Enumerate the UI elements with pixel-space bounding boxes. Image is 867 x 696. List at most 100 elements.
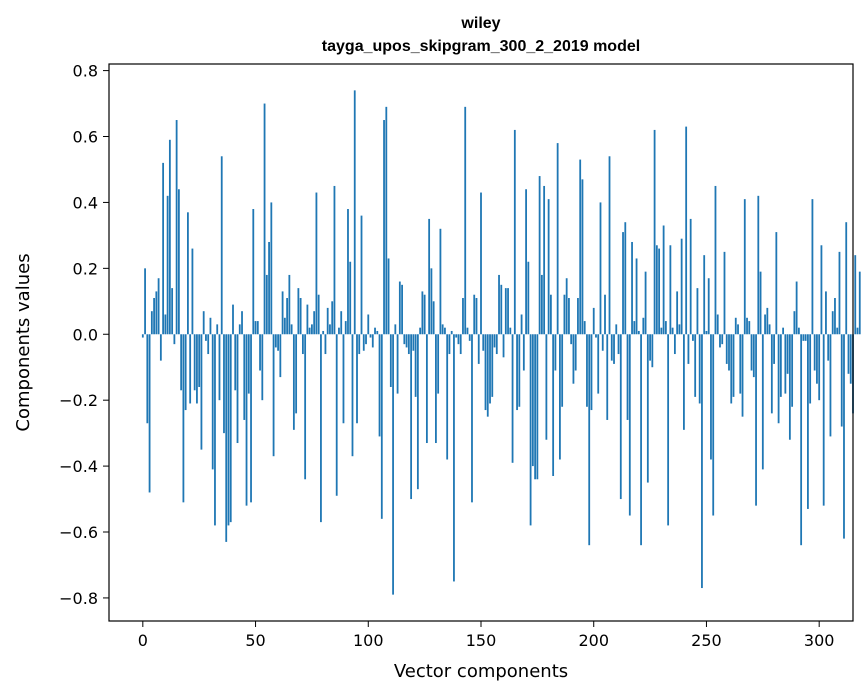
bar xyxy=(365,334,367,345)
y-tick-label: 0.2 xyxy=(73,259,98,278)
bar xyxy=(356,334,358,424)
bar xyxy=(489,334,491,404)
bar xyxy=(827,334,830,361)
bar xyxy=(518,334,521,407)
bar xyxy=(836,327,839,335)
bar xyxy=(247,334,250,394)
bar xyxy=(599,202,602,335)
bar xyxy=(376,330,379,335)
bar xyxy=(295,334,298,414)
bar xyxy=(687,334,690,364)
bar xyxy=(498,274,500,335)
bar xyxy=(477,334,480,364)
bar xyxy=(610,334,613,361)
bar xyxy=(468,334,471,341)
bar xyxy=(689,218,692,335)
bar xyxy=(761,334,764,470)
bar xyxy=(173,334,176,345)
y-tick-label: 0.0 xyxy=(73,325,98,344)
bar xyxy=(595,334,597,338)
bar xyxy=(435,334,437,444)
bar xyxy=(655,245,658,335)
bar xyxy=(313,311,316,335)
bar xyxy=(757,195,760,335)
bar xyxy=(746,317,748,335)
bar xyxy=(685,126,688,335)
bar xyxy=(563,294,566,335)
bar xyxy=(507,288,509,335)
bar xyxy=(495,334,498,355)
bar xyxy=(148,334,151,493)
bar xyxy=(380,334,383,519)
bar xyxy=(338,327,340,335)
bar xyxy=(635,258,638,335)
bar xyxy=(283,317,286,335)
y-tick-label: 0.4 xyxy=(73,193,98,212)
bar xyxy=(856,327,859,335)
bar xyxy=(351,334,354,457)
bar xyxy=(245,334,248,506)
y-tick-label: 0.8 xyxy=(73,62,98,81)
bar xyxy=(389,334,392,387)
bar xyxy=(730,334,733,404)
x-tick-label: 50 xyxy=(245,631,265,650)
bar xyxy=(732,334,735,397)
bar xyxy=(703,255,706,335)
bar xyxy=(849,334,852,384)
bar xyxy=(777,334,780,424)
y-tick-label: −0.4 xyxy=(59,457,98,476)
bar xyxy=(543,185,546,335)
bar xyxy=(250,334,252,503)
bar xyxy=(559,334,561,460)
bar xyxy=(538,176,541,335)
bar xyxy=(759,271,762,335)
x-tick-label: 250 xyxy=(691,631,722,650)
bar xyxy=(238,324,241,335)
bar xyxy=(608,156,611,335)
y-axis: −0.8 −0.6 −0.4 −0.2 0.0 0.2 0.4 0.6 0.8 xyxy=(59,62,109,608)
bar xyxy=(606,334,609,420)
bar xyxy=(274,334,277,348)
bar xyxy=(317,294,320,335)
bar xyxy=(723,251,726,335)
bar xyxy=(710,334,712,460)
x-tick-label: 0 xyxy=(138,631,148,650)
bar xyxy=(775,232,778,335)
bar xyxy=(425,334,428,444)
bars-group xyxy=(141,90,861,595)
bar xyxy=(225,334,228,542)
bar xyxy=(626,334,629,420)
bar xyxy=(791,334,794,407)
bar xyxy=(297,288,300,335)
bar xyxy=(349,261,352,335)
bar xyxy=(520,314,523,335)
bar xyxy=(500,284,503,335)
bar xyxy=(347,209,349,335)
bar xyxy=(549,294,552,335)
bar xyxy=(525,189,527,335)
bar xyxy=(412,334,415,351)
bar xyxy=(378,334,381,437)
bar xyxy=(712,334,715,516)
bar xyxy=(202,311,205,335)
bar xyxy=(597,334,600,394)
bar xyxy=(669,245,672,335)
bar xyxy=(459,334,462,355)
bar xyxy=(694,334,697,397)
bar xyxy=(432,301,435,335)
bar xyxy=(286,298,289,335)
bar xyxy=(662,225,665,335)
bar xyxy=(475,298,478,335)
bar xyxy=(371,334,374,348)
bar xyxy=(290,324,293,335)
y-tick-label: −0.2 xyxy=(59,391,98,410)
bar xyxy=(263,103,266,335)
bar xyxy=(707,278,710,335)
bar xyxy=(416,334,419,490)
bar xyxy=(480,192,482,335)
bar xyxy=(698,334,701,404)
bar xyxy=(816,334,818,384)
bar xyxy=(146,334,149,424)
bar xyxy=(396,334,399,394)
